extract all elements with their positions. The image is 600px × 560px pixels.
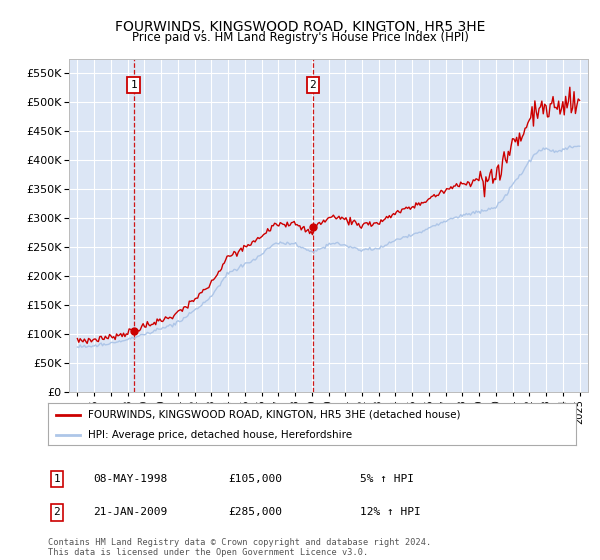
Text: 2: 2 — [310, 80, 316, 90]
Text: Contains HM Land Registry data © Crown copyright and database right 2024.
This d: Contains HM Land Registry data © Crown c… — [48, 538, 431, 557]
Text: FOURWINDS, KINGSWOOD ROAD, KINGTON, HR5 3HE: FOURWINDS, KINGSWOOD ROAD, KINGTON, HR5 … — [115, 20, 485, 34]
Text: Price paid vs. HM Land Registry's House Price Index (HPI): Price paid vs. HM Land Registry's House … — [131, 31, 469, 44]
Text: £105,000: £105,000 — [228, 474, 282, 484]
Text: 12% ↑ HPI: 12% ↑ HPI — [360, 507, 421, 517]
Text: 1: 1 — [53, 474, 61, 484]
Text: HPI: Average price, detached house, Herefordshire: HPI: Average price, detached house, Here… — [88, 430, 352, 440]
Text: 2: 2 — [53, 507, 61, 517]
Text: 1: 1 — [130, 80, 137, 90]
Text: 5% ↑ HPI: 5% ↑ HPI — [360, 474, 414, 484]
Text: 21-JAN-2009: 21-JAN-2009 — [93, 507, 167, 517]
Text: £285,000: £285,000 — [228, 507, 282, 517]
Text: 08-MAY-1998: 08-MAY-1998 — [93, 474, 167, 484]
Text: FOURWINDS, KINGSWOOD ROAD, KINGTON, HR5 3HE (detached house): FOURWINDS, KINGSWOOD ROAD, KINGTON, HR5 … — [88, 410, 460, 420]
